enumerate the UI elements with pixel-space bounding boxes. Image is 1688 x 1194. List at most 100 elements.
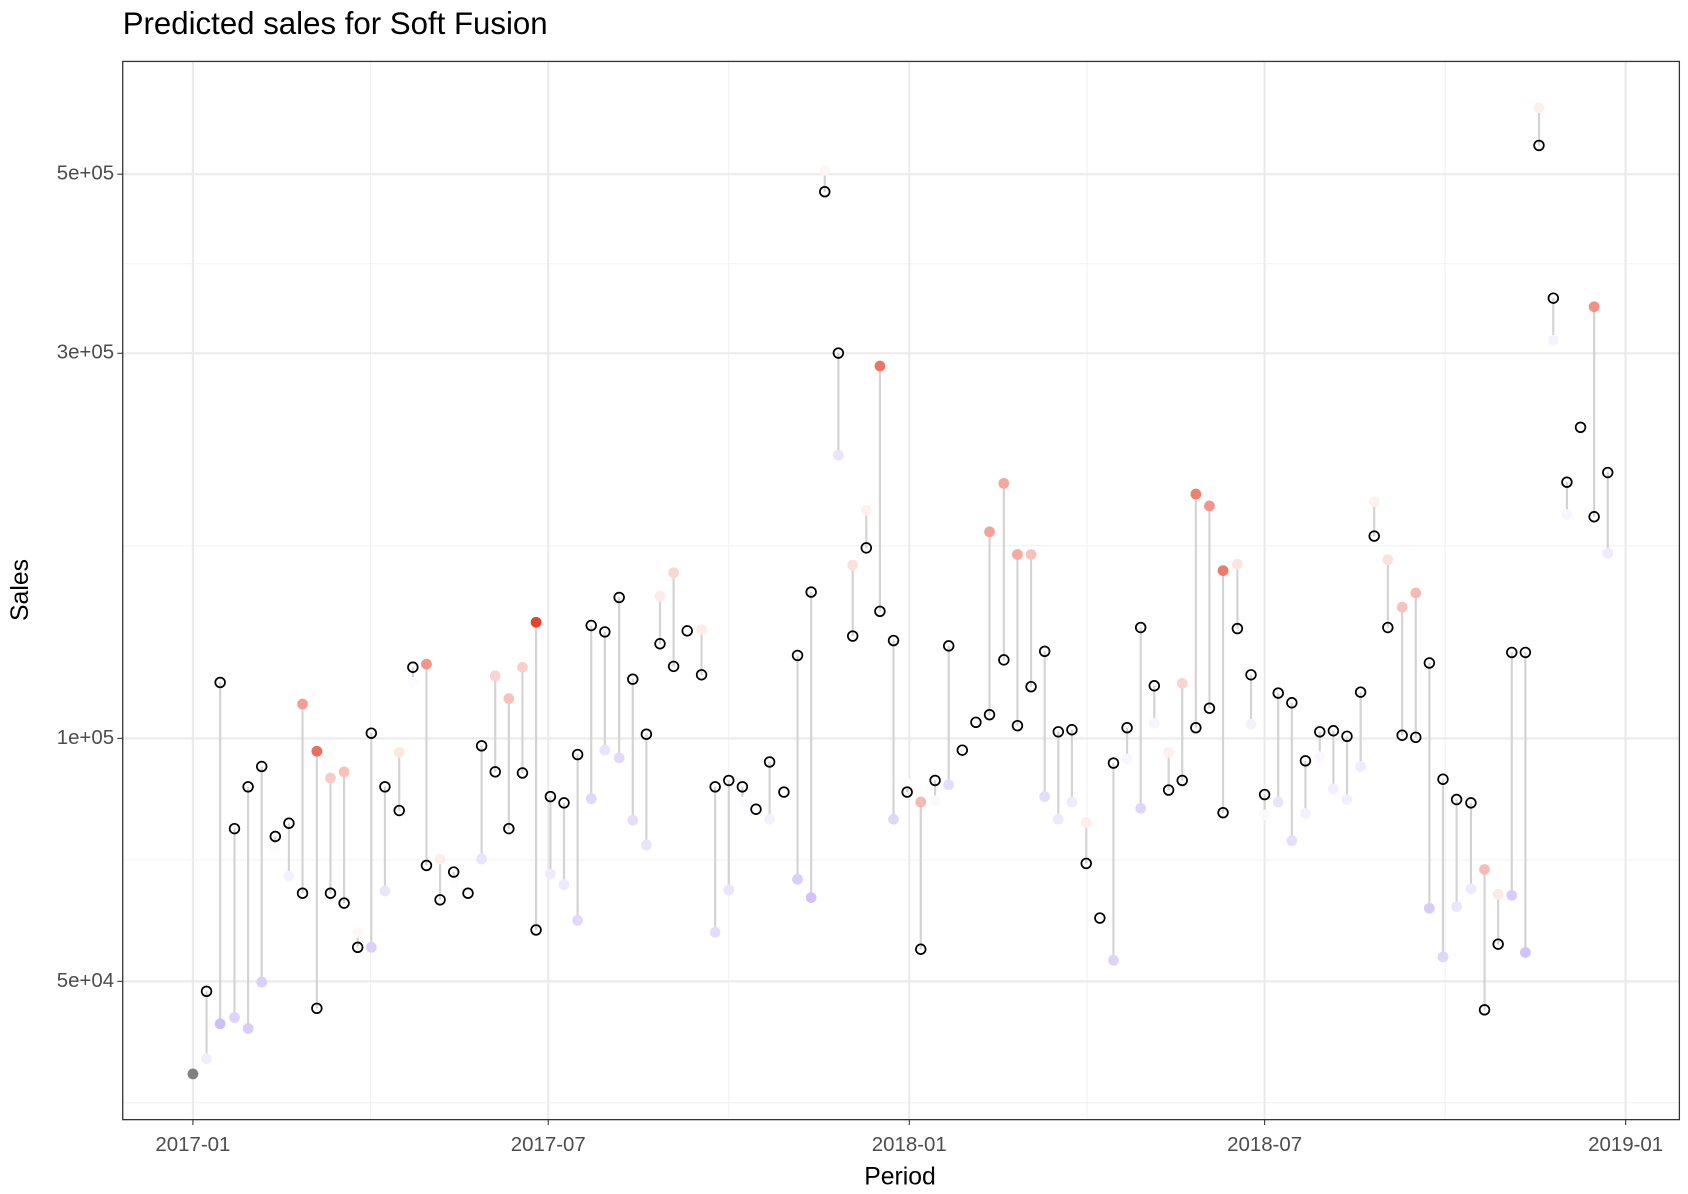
actual-point bbox=[1450, 793, 1463, 806]
predicted-point bbox=[352, 926, 364, 938]
actual-point bbox=[654, 638, 666, 650]
actual-point bbox=[1506, 646, 1518, 659]
actual-point bbox=[489, 766, 501, 778]
actual-point bbox=[338, 897, 350, 909]
actual-point bbox=[1231, 622, 1244, 635]
predicted-point bbox=[1121, 753, 1133, 765]
actual-point bbox=[1094, 912, 1106, 924]
predicted-point bbox=[1479, 864, 1490, 875]
predicted-point bbox=[269, 842, 281, 854]
actual-point bbox=[1011, 719, 1024, 732]
actual-point bbox=[640, 728, 653, 740]
actual-point bbox=[613, 591, 625, 604]
y-axis-label: Sales bbox=[7, 559, 34, 621]
predicted-point bbox=[1519, 947, 1531, 958]
actual-point bbox=[1286, 697, 1298, 709]
x-tick-label: 2017-01 bbox=[155, 1133, 230, 1156]
predicted-point bbox=[201, 1053, 212, 1065]
predicted-point bbox=[1423, 902, 1435, 914]
predicted-point bbox=[1025, 549, 1037, 560]
actual-point bbox=[475, 740, 488, 752]
actual-point bbox=[1148, 680, 1160, 692]
plot-border bbox=[122, 60, 1681, 1121]
predicted-point bbox=[1094, 912, 1106, 924]
predicted-point bbox=[1368, 496, 1380, 507]
predicted-point bbox=[1465, 883, 1477, 895]
predicted-point bbox=[929, 795, 941, 807]
predicted-point bbox=[379, 885, 391, 897]
predicted-point bbox=[901, 778, 913, 789]
predicted-point bbox=[393, 746, 405, 758]
predicted-point bbox=[750, 803, 762, 815]
predicted-point bbox=[819, 164, 831, 176]
actual-point bbox=[1299, 755, 1312, 767]
actual-point bbox=[242, 781, 254, 793]
predicted-point bbox=[1066, 796, 1078, 808]
actual-point bbox=[1410, 731, 1422, 744]
predicted-point bbox=[283, 870, 295, 882]
predicted-point bbox=[1602, 547, 1614, 559]
actual-point bbox=[1547, 292, 1560, 304]
y-tick-label: 5e+05 bbox=[57, 162, 114, 185]
actual-point bbox=[1203, 702, 1216, 714]
predicted-point bbox=[1204, 500, 1215, 512]
actual-point bbox=[1588, 511, 1600, 523]
predicted-point bbox=[1286, 835, 1298, 847]
actual-point bbox=[311, 1002, 323, 1015]
actual-point bbox=[929, 774, 941, 787]
predicted-point bbox=[1355, 761, 1366, 772]
actual-point bbox=[1423, 657, 1436, 669]
predicted-point bbox=[242, 1023, 254, 1034]
predicted-point bbox=[1232, 558, 1243, 570]
predicted-point bbox=[407, 677, 419, 688]
predicted-point bbox=[1341, 794, 1353, 805]
predicted-point bbox=[847, 559, 859, 571]
actual-point bbox=[750, 803, 762, 815]
actual-point bbox=[1368, 530, 1380, 542]
actual-point bbox=[283, 817, 295, 829]
predicted-point bbox=[1272, 796, 1284, 808]
actual-point bbox=[420, 859, 433, 872]
actual-point bbox=[434, 894, 446, 906]
predicted-point bbox=[984, 526, 995, 538]
actual-point bbox=[447, 866, 460, 878]
actual-point bbox=[778, 786, 790, 798]
predicted-point bbox=[1588, 301, 1600, 313]
predicted-point bbox=[943, 779, 955, 791]
predicted-point bbox=[613, 752, 625, 764]
predicted-point bbox=[1533, 102, 1545, 114]
actual-point bbox=[1396, 729, 1408, 741]
predicted-point bbox=[1163, 746, 1175, 758]
actual-point bbox=[1561, 476, 1573, 488]
actual-point bbox=[874, 605, 886, 618]
actual-point bbox=[1066, 724, 1078, 736]
actual-point bbox=[998, 654, 1010, 666]
predicted-point bbox=[805, 892, 817, 903]
actual-point bbox=[1382, 621, 1394, 634]
actual-point bbox=[1052, 726, 1065, 738]
predicted-point bbox=[421, 658, 432, 670]
actual-point bbox=[516, 767, 529, 779]
actual-point bbox=[351, 941, 364, 954]
actual-point bbox=[1602, 466, 1614, 479]
predicted-point bbox=[517, 661, 528, 673]
predicted-point bbox=[1176, 677, 1188, 689]
predicted-point bbox=[1492, 888, 1504, 900]
actual-point bbox=[558, 797, 570, 809]
predicted-point bbox=[915, 796, 927, 808]
predicted-point bbox=[297, 698, 308, 710]
x-tick-label: 2018-01 bbox=[872, 1133, 947, 1156]
predicted-point bbox=[792, 873, 803, 885]
actual-point bbox=[585, 619, 597, 632]
predicted-point bbox=[1396, 601, 1408, 613]
actual-point bbox=[255, 760, 268, 773]
predicted-point bbox=[1300, 808, 1311, 819]
actual-point bbox=[462, 887, 474, 899]
actual-point bbox=[544, 790, 557, 803]
actual-point bbox=[503, 822, 515, 835]
predicted-point bbox=[338, 766, 350, 778]
actual-point bbox=[269, 830, 282, 843]
predicted-point bbox=[1217, 565, 1229, 576]
predicted-point bbox=[627, 814, 639, 826]
actual-point bbox=[1162, 784, 1175, 796]
